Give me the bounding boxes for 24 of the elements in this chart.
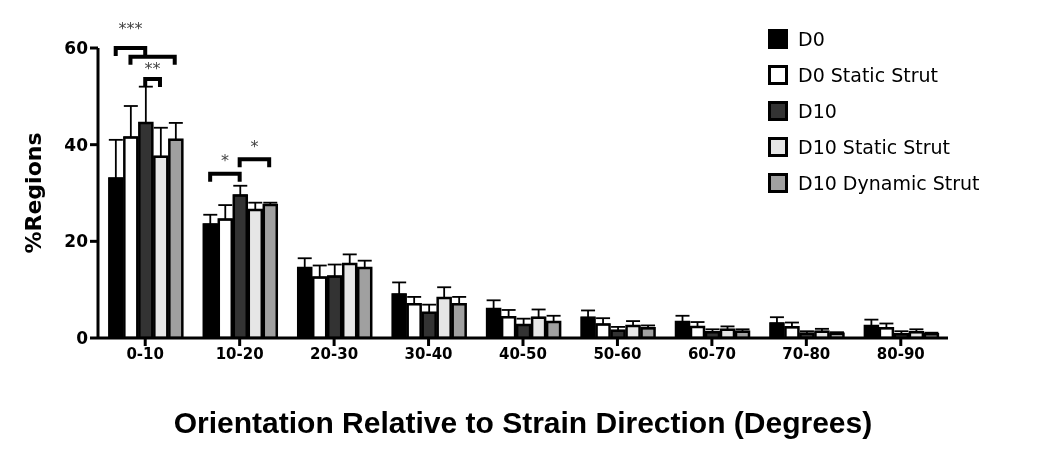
y-tick-label: 20 (64, 231, 89, 252)
x-tick-label: 60-70 (687, 344, 736, 363)
legend-label: D10 Static Strut (798, 136, 951, 158)
y-tick-label: 0 (76, 328, 89, 349)
x-axis-title: Orientation Relative to Strain Direction (Degrees) (173, 406, 873, 439)
x-tick-label: 70-80 (782, 344, 831, 363)
x-tick-label: 10-20 (215, 344, 264, 363)
y-tick-label: 60 (64, 38, 89, 59)
legend-label: D10 (798, 100, 837, 122)
x-tick-label: 20-30 (310, 344, 359, 363)
y-tick-label: 40 (64, 134, 89, 155)
x-tick-label: 40-50 (499, 344, 547, 363)
annotation: * (250, 136, 259, 156)
x-tick-label: 50-60 (593, 344, 642, 363)
legend-label: D0 Static Strut (798, 64, 938, 86)
y-axis-title: %Regions (20, 132, 46, 254)
x-tick-label: 30-40 (404, 344, 453, 363)
legend-label: D10 Dynamic Strut (798, 172, 980, 194)
text: *** (118, 18, 143, 38)
annotation: ** (144, 59, 161, 79)
annotation: * (220, 151, 229, 171)
legend-label: D0 (798, 28, 825, 50)
x-tick-label: 80-90 (876, 344, 925, 363)
x-tick-label: 0-10 (126, 344, 164, 363)
